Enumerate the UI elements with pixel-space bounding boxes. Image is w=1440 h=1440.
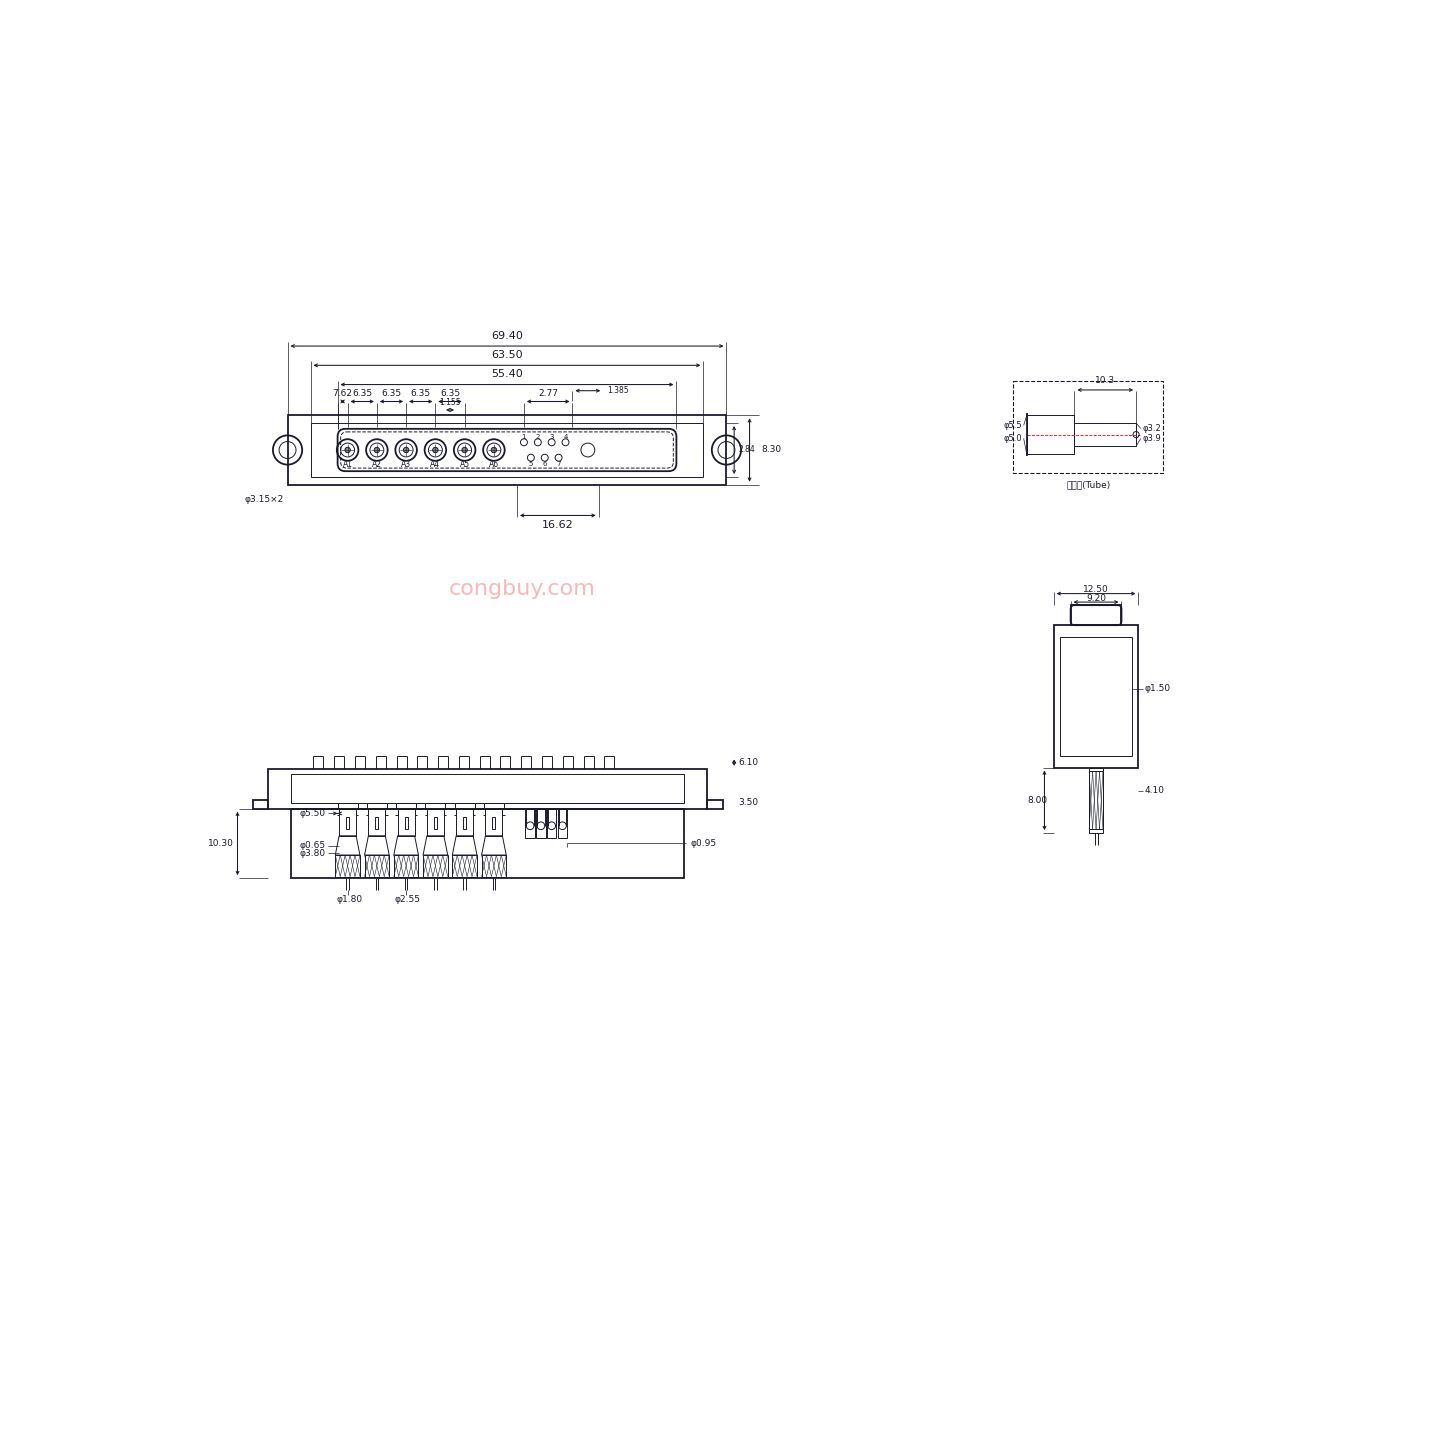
Bar: [484, 802, 504, 809]
Text: 63.50: 63.50: [491, 350, 523, 360]
Text: 16.62: 16.62: [541, 520, 573, 530]
Text: φ3.2: φ3.2: [1142, 423, 1161, 433]
Text: A1: A1: [343, 461, 353, 469]
Text: 3: 3: [550, 433, 554, 439]
Circle shape: [432, 448, 438, 452]
Text: 8.00: 8.00: [1027, 796, 1047, 805]
Bar: [547, 809, 556, 838]
Text: congbuy.com: congbuy.com: [449, 579, 596, 599]
Text: 6.35: 6.35: [441, 389, 461, 397]
Text: 1.155: 1.155: [439, 397, 461, 408]
Text: φ3.15×2: φ3.15×2: [245, 495, 284, 504]
Text: 10.3: 10.3: [1096, 376, 1116, 384]
Text: 7: 7: [556, 461, 560, 467]
Bar: [397, 809, 415, 835]
Text: 8.30: 8.30: [762, 445, 782, 455]
Text: φ3.9: φ3.9: [1142, 433, 1161, 444]
Bar: [291, 809, 684, 878]
Bar: [396, 802, 416, 809]
Text: 6.10: 6.10: [739, 757, 757, 768]
Bar: [536, 809, 546, 838]
Bar: [364, 855, 389, 877]
Text: 屏蔽管(Tube): 屏蔽管(Tube): [1066, 481, 1110, 490]
Text: 10.30: 10.30: [207, 840, 233, 848]
Text: 2.84: 2.84: [739, 445, 756, 455]
Text: 1: 1: [521, 433, 526, 439]
Text: A4: A4: [431, 461, 441, 469]
Circle shape: [462, 448, 468, 452]
Text: 5: 5: [528, 461, 533, 467]
Bar: [1070, 605, 1122, 625]
Text: 4.10: 4.10: [1145, 786, 1165, 795]
Bar: [456, 809, 474, 835]
Bar: [455, 802, 475, 809]
Bar: [481, 855, 507, 877]
Bar: [1027, 415, 1074, 454]
Text: 12.50: 12.50: [1083, 585, 1109, 595]
Bar: [288, 415, 726, 485]
Bar: [426, 809, 444, 835]
Text: 6.35: 6.35: [410, 389, 431, 397]
Bar: [557, 809, 567, 838]
Text: A5: A5: [459, 461, 469, 469]
Text: 69.40: 69.40: [491, 331, 523, 341]
Bar: [526, 809, 534, 838]
Bar: [253, 799, 268, 809]
Text: φ3.80: φ3.80: [300, 850, 325, 858]
Text: 2.77: 2.77: [539, 389, 559, 397]
Bar: [291, 775, 684, 804]
Bar: [336, 855, 360, 877]
Bar: [1089, 768, 1103, 834]
Bar: [1074, 423, 1136, 446]
Text: A3: A3: [402, 461, 412, 469]
Bar: [425, 802, 445, 809]
Bar: [405, 816, 408, 829]
Circle shape: [374, 448, 380, 452]
Bar: [1060, 636, 1132, 756]
Text: φ0.95: φ0.95: [690, 840, 716, 848]
Bar: [337, 802, 357, 809]
Text: φ1.80: φ1.80: [336, 896, 363, 904]
Bar: [452, 855, 477, 877]
Text: 2: 2: [536, 433, 540, 439]
Text: A2: A2: [372, 461, 382, 469]
Bar: [367, 802, 387, 809]
Bar: [1054, 625, 1139, 768]
Text: 1.385: 1.385: [608, 386, 629, 395]
Circle shape: [346, 448, 350, 452]
Text: 6.35: 6.35: [382, 389, 402, 397]
Bar: [369, 809, 386, 835]
Text: φ0.65: φ0.65: [300, 841, 325, 850]
Text: φ5.5: φ5.5: [1004, 420, 1022, 431]
Text: 6: 6: [543, 461, 547, 467]
Text: 4: 4: [563, 433, 567, 439]
Circle shape: [403, 448, 409, 452]
Text: φ5.50: φ5.50: [300, 809, 325, 818]
Bar: [1014, 380, 1164, 474]
Bar: [1089, 772, 1103, 829]
Bar: [464, 816, 467, 829]
Text: 7.62: 7.62: [333, 389, 353, 397]
Text: 6.35: 6.35: [353, 389, 373, 397]
Bar: [346, 816, 348, 829]
Text: 55.40: 55.40: [491, 369, 523, 379]
Bar: [485, 809, 503, 835]
Text: A6: A6: [488, 461, 500, 469]
Bar: [340, 809, 356, 835]
Text: 9.20: 9.20: [1086, 595, 1106, 603]
Text: φ2.55: φ2.55: [395, 896, 420, 904]
Bar: [311, 423, 703, 477]
Bar: [376, 816, 379, 829]
Bar: [268, 769, 707, 809]
Text: φ5.0: φ5.0: [1004, 433, 1022, 444]
Bar: [707, 799, 723, 809]
Text: 3.50: 3.50: [739, 798, 757, 808]
Text: φ1.50: φ1.50: [1145, 684, 1171, 693]
Bar: [393, 855, 419, 877]
Bar: [492, 816, 495, 829]
Circle shape: [491, 448, 497, 452]
Bar: [433, 816, 436, 829]
Bar: [423, 855, 448, 877]
